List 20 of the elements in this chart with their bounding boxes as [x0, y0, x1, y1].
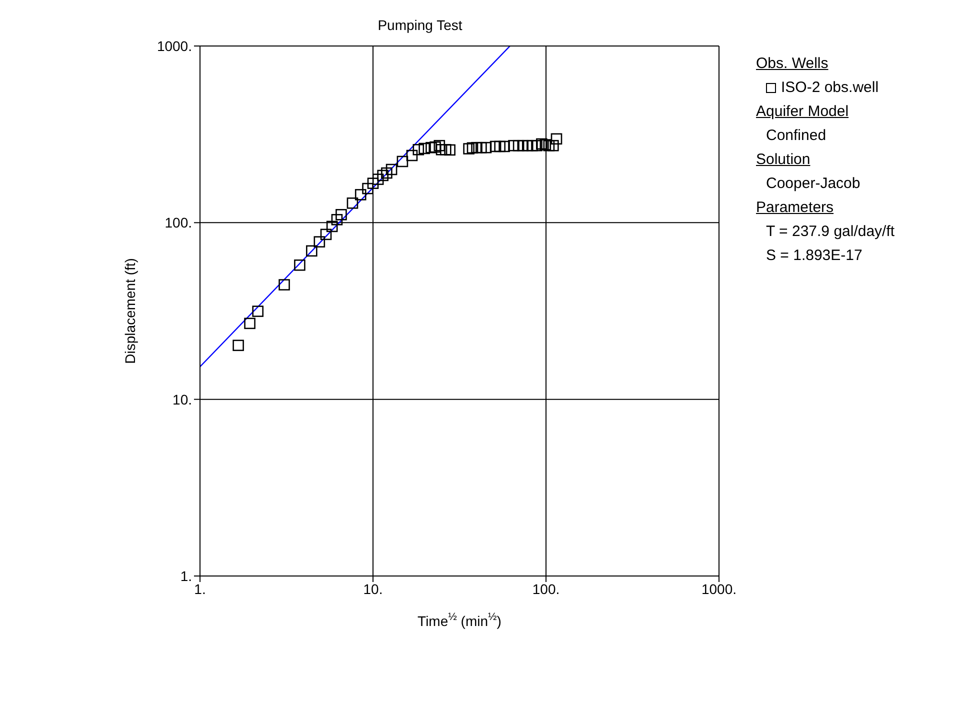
- y-tick-label: 1000.: [156, 38, 192, 54]
- x-tick-label: 10.: [363, 580, 383, 597]
- text: Aquifer Model: [756, 102, 850, 122]
- text: Cooper-Jacob: [765, 174, 862, 194]
- x-tick-label: 1.: [194, 580, 206, 597]
- chart-title: Pumping Test: [378, 17, 462, 33]
- y-tick-label: 1.: [180, 568, 192, 584]
- text: S = 1.893E-17: [765, 246, 864, 266]
- y-tick-label: 100.: [164, 214, 192, 231]
- text: Solution: [756, 150, 812, 170]
- y-axis-title: Displacement (ft): [122, 258, 138, 364]
- legend-label: ISO-2 obs.well: [781, 78, 879, 98]
- x-axis-title: Time$^{½}$ (min$^{½}$): [418, 611, 502, 629]
- text: T = 237.9 gal/day/ft: [765, 222, 895, 242]
- x-tick-label: 1000.: [701, 580, 737, 597]
- x-tick-label: 100.: [532, 580, 560, 597]
- y-tick-label: 10.: [172, 391, 192, 408]
- text: Confined: [765, 126, 828, 146]
- legend-title: Obs. Wells: [756, 54, 830, 74]
- text: Parameters: [756, 198, 835, 218]
